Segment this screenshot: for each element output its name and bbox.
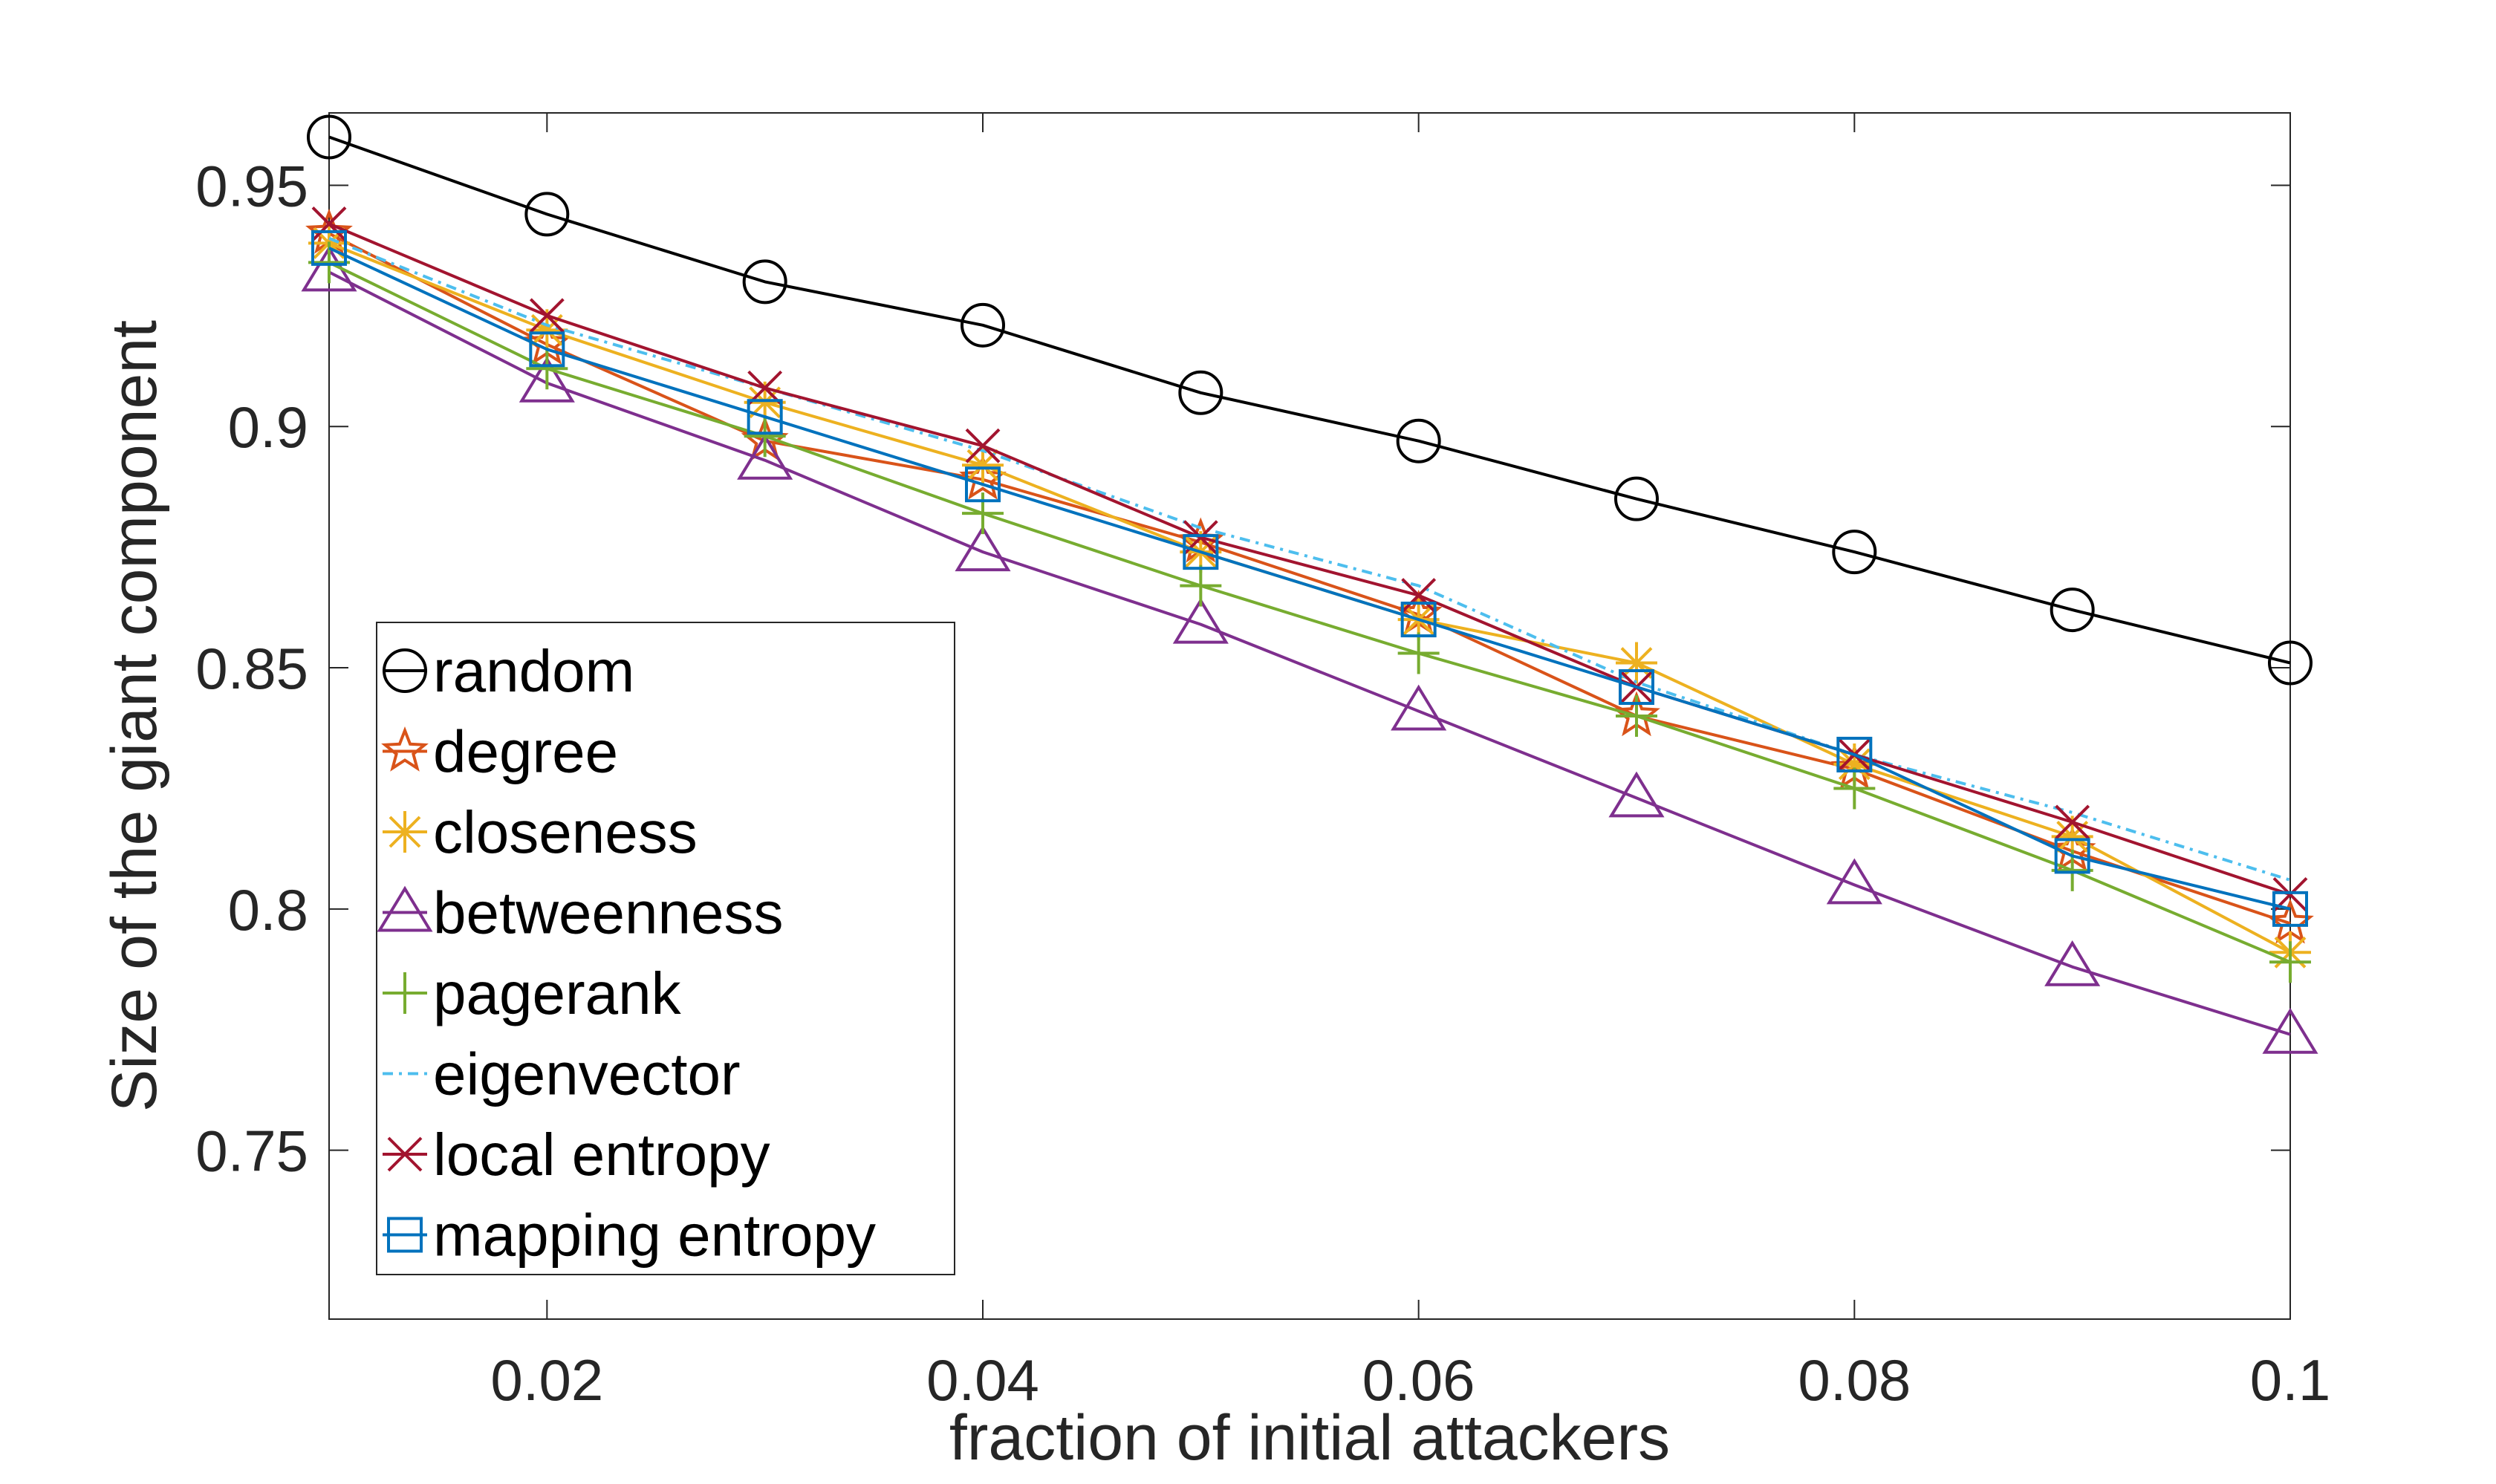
legend-label-closeness: closeness xyxy=(433,799,698,865)
data-point-random xyxy=(742,259,787,305)
y-tick-label: 0.95 xyxy=(195,153,308,218)
data-point-pagerank xyxy=(744,415,786,458)
series-line-random xyxy=(328,135,2291,665)
data-point-betweenness xyxy=(737,433,793,480)
data-point-mapping-entropy xyxy=(529,331,565,368)
x-tick-label: 0.08 xyxy=(1798,1347,1911,1413)
series-line-mapping-entropy xyxy=(328,247,2291,911)
data-point-closeness xyxy=(744,381,786,423)
data-point-local-entropy xyxy=(1401,578,1437,614)
data-point-local-entropy xyxy=(311,206,347,241)
legend-label-eigenvector: eigenvector xyxy=(433,1041,741,1107)
legend-label-degree: degree xyxy=(433,719,618,785)
data-point-random xyxy=(2268,640,2313,686)
data-point-mapping-entropy xyxy=(1836,736,1873,772)
data-point-mapping-entropy xyxy=(2054,838,2090,874)
data-point-betweenness xyxy=(1826,858,1882,905)
data-point-mapping-entropy xyxy=(965,466,1001,503)
series-line-local-entropy xyxy=(328,222,2291,896)
data-point-mapping-entropy xyxy=(1619,669,1654,706)
data-point-mapping-entropy xyxy=(2272,891,2308,927)
x-tick-label: 0.06 xyxy=(1362,1347,1475,1413)
data-point-random xyxy=(961,302,1005,348)
series-betweenness xyxy=(301,245,2318,1054)
data-point-betweenness xyxy=(1608,771,1665,818)
legend-marker-mapping-entropy xyxy=(387,1217,423,1253)
x-tick-label: 0.1 xyxy=(2250,1347,2330,1413)
y-tick-label: 0.9 xyxy=(228,394,308,460)
data-point-betweenness xyxy=(1172,597,1229,644)
series-layer xyxy=(301,114,2318,1054)
legend-label-local-entropy: local entropy xyxy=(433,1122,770,1188)
data-point-betweenness xyxy=(519,356,575,403)
data-point-mapping-entropy xyxy=(311,230,347,266)
data-point-mapping-entropy xyxy=(747,399,783,435)
legend-marker-local-entropy xyxy=(387,1136,423,1172)
tick-labels: 0.02 0.04 0.06 0.08 0.1 0.75 0.8 0.85 0.9 0.95 xyxy=(195,153,2330,1413)
data-point-closeness xyxy=(526,309,568,351)
data-point-random xyxy=(1832,530,1877,575)
data-point-random xyxy=(307,114,351,160)
data-point-pagerank xyxy=(526,348,568,390)
data-point-pagerank xyxy=(1397,632,1440,674)
y-tick-label: 0.8 xyxy=(228,877,308,943)
series-line-eigenvector xyxy=(328,237,2291,882)
data-point-betweenness xyxy=(2044,940,2101,986)
data-point-random xyxy=(1178,370,1223,415)
legend-marker-closeness xyxy=(384,811,426,853)
data-point-betweenness xyxy=(955,525,1011,572)
legend-marker-pagerank xyxy=(384,972,426,1014)
legend-label-betweenness: betweenness xyxy=(433,880,783,946)
data-point-closeness xyxy=(962,444,1004,486)
legend-box xyxy=(376,622,955,1275)
data-point-closeness xyxy=(2051,816,2093,858)
data-point-pagerank xyxy=(2269,941,2311,983)
data-point-local-entropy xyxy=(2055,804,2090,840)
data-point-local-entropy xyxy=(965,428,1001,463)
data-point-random xyxy=(1396,418,1441,463)
data-point-betweenness xyxy=(2262,1007,2318,1054)
data-point-closeness xyxy=(1833,743,1876,785)
data-point-mapping-entropy xyxy=(1183,534,1219,570)
series-line-degree xyxy=(328,232,2291,925)
x-tick-label: 0.04 xyxy=(926,1347,1039,1413)
legend-label-random: random xyxy=(433,638,634,704)
legend-label-mapping-entropy: mapping entropy xyxy=(433,1203,876,1269)
series-mapping-entropy xyxy=(311,230,2308,927)
series-random xyxy=(307,114,2313,686)
data-point-pagerank xyxy=(1833,767,1876,810)
legend: random degree closeness betweenness pagerank… xyxy=(376,622,955,1275)
y-tick-label: 0.85 xyxy=(195,636,308,701)
series-line-pagerank xyxy=(328,261,2291,964)
data-point-local-entropy xyxy=(529,298,565,333)
series-eigenvector xyxy=(328,237,2291,882)
data-point-betweenness xyxy=(1391,684,1447,731)
data-point-random xyxy=(2050,588,2095,633)
data-point-mapping-entropy xyxy=(1400,602,1437,638)
series-line-betweenness xyxy=(328,270,2291,1036)
data-point-local-entropy xyxy=(747,370,783,406)
data-point-closeness xyxy=(1616,642,1657,684)
data-point-random xyxy=(524,192,570,237)
legend-label-pagerank: pagerank xyxy=(433,960,682,1026)
data-point-random xyxy=(1614,476,1659,521)
y-axis-label: Size of the giant component xyxy=(99,320,170,1112)
legend-marker-betweenness xyxy=(377,885,433,932)
y-tick-label: 0.75 xyxy=(195,1119,308,1184)
series-local-entropy xyxy=(311,206,2308,912)
x-tick-label: 0.02 xyxy=(490,1347,603,1413)
x-axis-label: fraction of initial attackers xyxy=(949,1402,1670,1474)
legend-marker-degree xyxy=(381,726,429,772)
legend-marker-random xyxy=(383,648,427,693)
data-point-pagerank xyxy=(1180,564,1222,607)
series-pagerank xyxy=(308,241,2311,983)
